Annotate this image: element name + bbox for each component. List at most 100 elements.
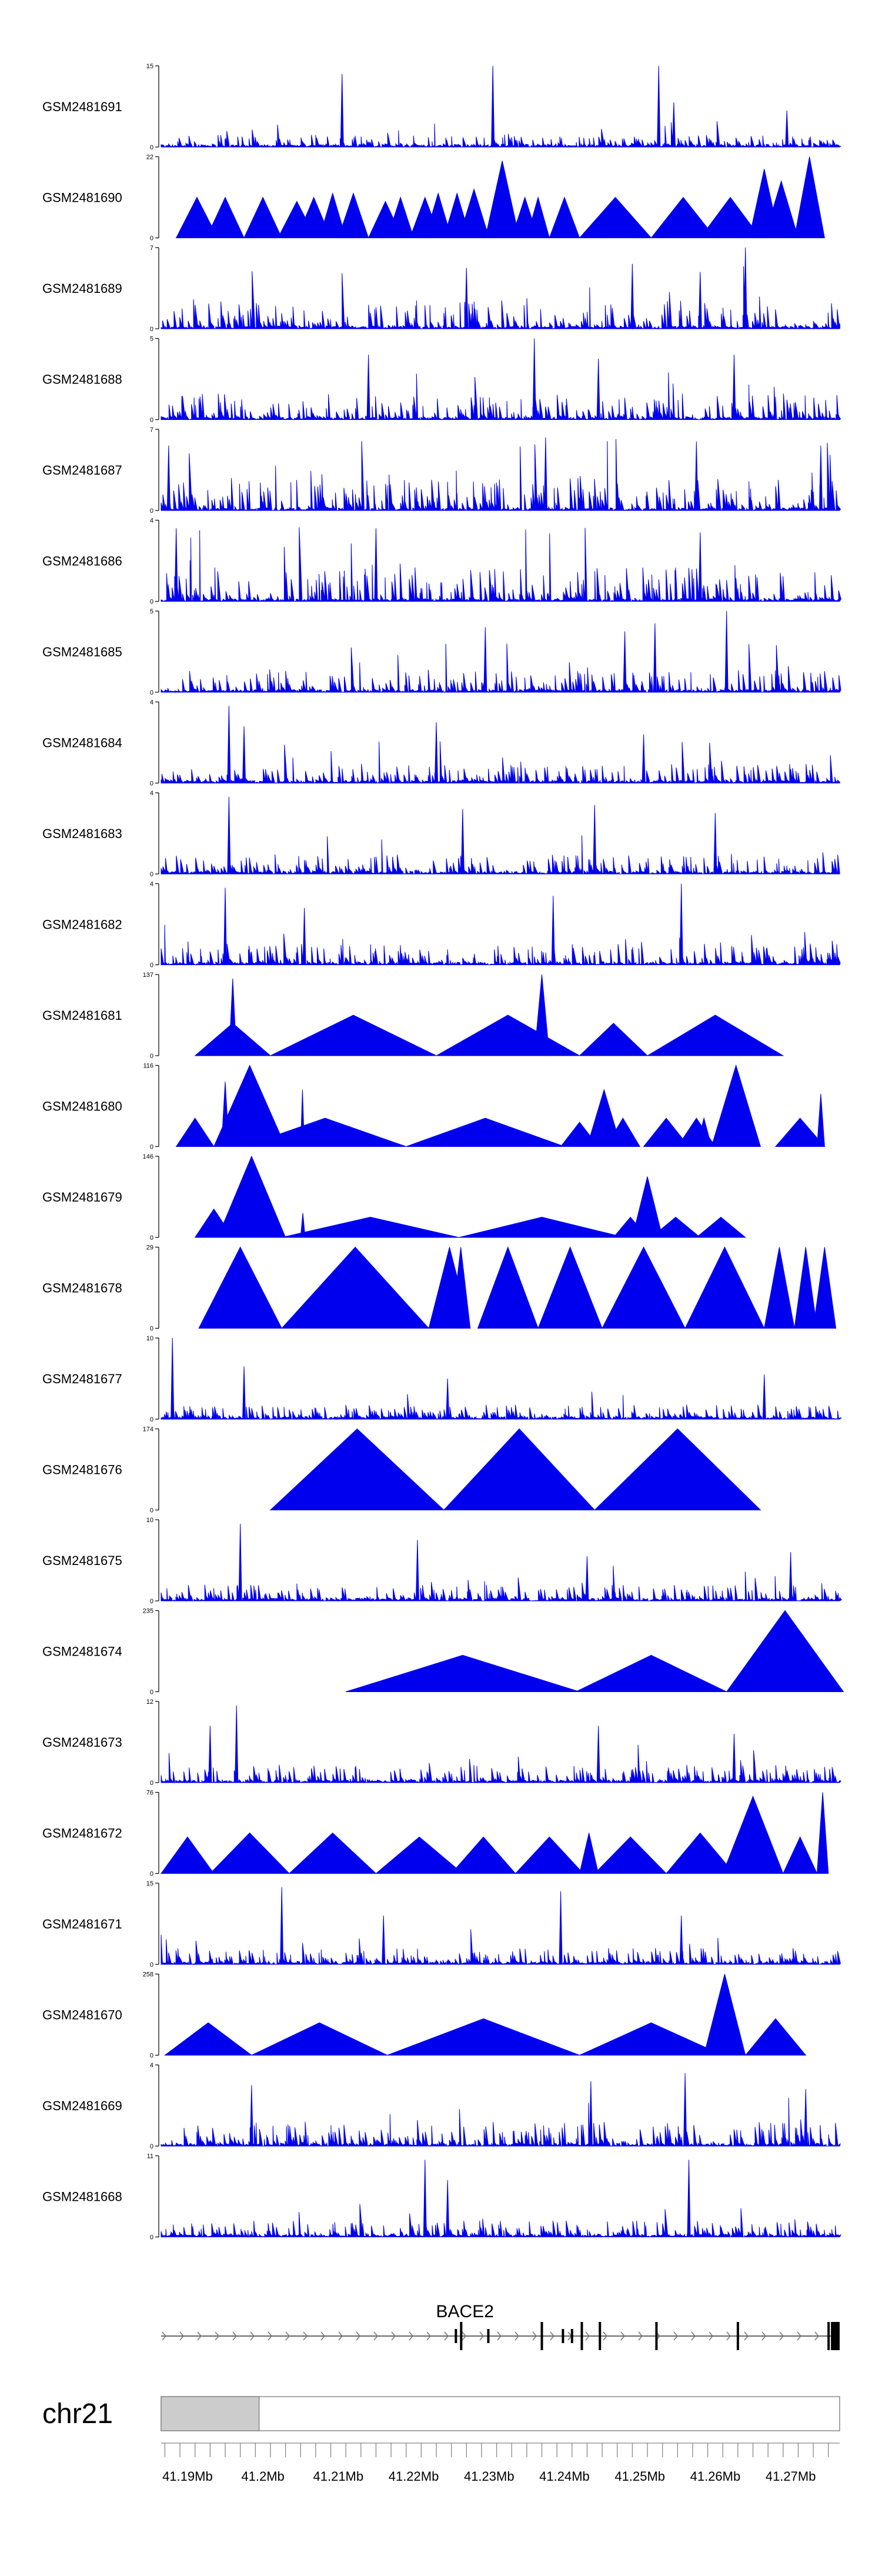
- track-name-label: GSM2481676: [42, 1463, 122, 1477]
- strand-chevron-icon: [462, 2331, 467, 2341]
- strand-chevron-icon: [532, 2331, 537, 2341]
- signal-spike: [227, 706, 231, 783]
- signal-spike: [762, 1374, 766, 1420]
- strand-chevron-icon: [779, 2331, 784, 2341]
- y-axis-max-label: 4: [150, 2062, 153, 2069]
- strand-chevron-icon: [673, 2331, 679, 2341]
- signal-spike: [415, 1540, 419, 1601]
- track-name-label: GSM2481684: [42, 736, 122, 750]
- signal-spike: [227, 796, 231, 875]
- signal-peak: [175, 196, 218, 238]
- y-axis-max-label: 4: [150, 518, 153, 525]
- track-name-label: GSM2481672: [42, 1826, 122, 1841]
- signal-spike: [679, 1916, 683, 1965]
- signal-peak: [549, 196, 580, 238]
- signal-coverage: [161, 266, 841, 330]
- signal-coverage: [161, 2098, 841, 2147]
- signal-peak: [243, 1117, 406, 1147]
- x-tick-label: 41.24Mb: [539, 2469, 590, 2484]
- y-axis-min-label: 0: [150, 1780, 153, 1787]
- signal-spike: [532, 338, 536, 420]
- signal-peak: [602, 1246, 686, 1329]
- y-axis-min-label: 0: [150, 599, 153, 606]
- signal-spike: [242, 1366, 246, 1420]
- signal-peak: [345, 1654, 580, 1692]
- signal-peak: [816, 1792, 829, 1874]
- signal-peak: [288, 1832, 377, 1874]
- track-name-label: GSM2481669: [42, 2098, 122, 2113]
- y-axis-max-label: 5: [150, 336, 153, 343]
- signal-peak: [269, 1428, 445, 1510]
- y-axis-min-label: 0: [150, 1961, 153, 1968]
- strand-chevron-icon: [585, 2331, 590, 2341]
- ideogram-band: [161, 2396, 840, 2431]
- strand-chevron-icon: [620, 2331, 626, 2341]
- y-axis-min-label: 0: [150, 1689, 153, 1696]
- track-name-label: GSM2481668: [42, 2190, 122, 2204]
- gene-exon: [487, 2329, 490, 2343]
- track-GSM2481669: GSM2481669 4 0: [42, 2062, 841, 2150]
- signal-spike: [657, 65, 661, 148]
- signal-spike: [724, 610, 729, 693]
- track-name-label: GSM2481687: [42, 463, 122, 478]
- strand-chevron-icon: [268, 2331, 273, 2341]
- strand-chevron-icon: [320, 2331, 326, 2341]
- chromosome-ideogram: chr21 41.19Mb 41.2Mb 41.21Mb 41.22Mb 41.23Mb 4…: [42, 2396, 840, 2484]
- signal-coverage: [161, 121, 841, 148]
- signal-peak: [161, 1836, 215, 1874]
- ideogram-highlight: [161, 2396, 260, 2431]
- strand-chevron-icon: [197, 2331, 202, 2341]
- signal-peak: [764, 180, 799, 238]
- gene-exon: [455, 2329, 457, 2343]
- signal-coverage: [161, 925, 841, 966]
- y-axis-min-label: 0: [150, 1507, 153, 1514]
- signal-spike: [671, 102, 676, 148]
- signal-spike: [713, 813, 717, 875]
- signal-peak: [319, 192, 346, 238]
- signal-peak: [386, 196, 415, 238]
- signal-spike: [698, 272, 702, 329]
- y-axis-min-label: 0: [150, 508, 153, 515]
- strand-chevron-icon: [179, 2331, 185, 2341]
- strand-chevron-icon: [426, 2331, 432, 2341]
- signal-tracks: GSM2481691150GSM2481690220GSM248168970GS…: [42, 63, 844, 2241]
- y-axis-min-label: 0: [150, 417, 153, 424]
- signal-spike: [235, 1705, 239, 1783]
- signal-spike: [653, 623, 657, 693]
- track-name-label: GSM2481682: [42, 917, 122, 932]
- x-tick-label: 41.23Mb: [464, 2469, 514, 2484]
- y-axis-min-label: 0: [150, 2143, 153, 2150]
- y-axis-max-label: 7: [150, 426, 153, 433]
- signal-spike: [804, 2089, 808, 2147]
- strand-chevron-icon: [709, 2331, 714, 2341]
- y-axis-min-label: 0: [150, 2053, 153, 2060]
- signal-peak: [684, 1246, 765, 1329]
- strand-chevron-icon: [356, 2331, 361, 2341]
- y-axis-min-label: 0: [150, 780, 153, 788]
- track-GSM2481690: GSM2481690 22 0: [42, 154, 825, 242]
- track-name-label: GSM2481685: [42, 645, 122, 659]
- y-axis-max-label: 10: [146, 1517, 153, 1524]
- signal-coverage: [161, 835, 840, 875]
- strand-chevron-icon: [409, 2331, 414, 2341]
- track-name-label: GSM2481677: [42, 1372, 122, 1386]
- signal-spike: [366, 355, 370, 420]
- x-tick-label: 41.26Mb: [690, 2469, 741, 2484]
- signal-spike: [785, 110, 789, 148]
- y-axis-max-label: 15: [146, 1880, 153, 1887]
- y-axis-max-label: 22: [146, 154, 153, 161]
- signal-peak: [579, 2022, 723, 2056]
- track-GSM2481677: GSM2481677 10 0: [42, 1335, 842, 1423]
- signal-peak: [443, 1428, 596, 1510]
- signal-spike: [543, 437, 547, 511]
- y-axis-max-label: 258: [143, 1971, 153, 1978]
- signal-peak: [579, 196, 652, 238]
- y-axis-max-label: 7: [150, 245, 153, 252]
- signal-peak: [435, 1015, 581, 1056]
- strand-chevron-icon: [726, 2331, 731, 2341]
- gene-utr-block: [831, 2322, 840, 2350]
- signal-peak: [576, 1654, 727, 1692]
- track-name-label: GSM2481678: [42, 1281, 122, 1296]
- y-axis-min-label: 0: [150, 1598, 153, 1605]
- x-tick-label: 41.2Mb: [241, 2469, 284, 2484]
